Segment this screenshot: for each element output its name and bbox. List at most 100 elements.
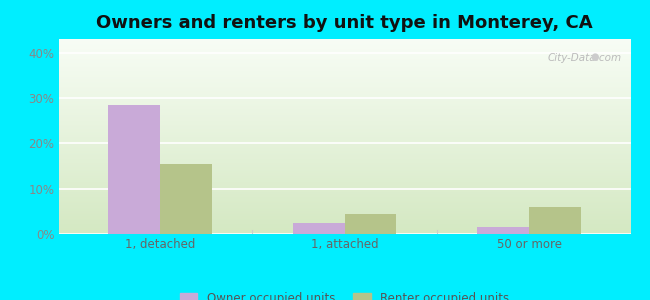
- Bar: [58, 68, 630, 69]
- Bar: [58, 44, 630, 45]
- Bar: [58, 223, 630, 224]
- Bar: [58, 148, 630, 149]
- Bar: [58, 219, 630, 220]
- Bar: [58, 81, 630, 82]
- Bar: [58, 147, 630, 148]
- Bar: [58, 163, 630, 164]
- Bar: [58, 220, 630, 221]
- Legend: Owner occupied units, Renter occupied units: Owner occupied units, Renter occupied un…: [175, 288, 514, 300]
- Bar: [58, 130, 630, 131]
- Bar: [58, 63, 630, 64]
- Bar: [58, 110, 630, 111]
- Bar: [58, 151, 630, 152]
- Bar: [344, 214, 396, 234]
- Bar: [58, 170, 630, 171]
- Bar: [58, 78, 630, 79]
- Bar: [58, 83, 630, 84]
- Bar: [58, 189, 630, 190]
- Bar: [58, 198, 630, 199]
- Bar: [58, 58, 630, 59]
- Bar: [58, 231, 630, 232]
- Bar: [58, 115, 630, 116]
- Bar: [58, 168, 630, 169]
- Bar: [58, 74, 630, 75]
- Bar: [58, 185, 630, 186]
- Bar: [58, 202, 630, 203]
- Bar: [58, 123, 630, 124]
- Bar: [58, 176, 630, 177]
- Bar: [58, 53, 630, 54]
- Bar: [58, 70, 630, 71]
- Bar: [58, 64, 630, 65]
- Bar: [58, 100, 630, 101]
- Bar: [58, 104, 630, 105]
- Bar: [58, 211, 630, 212]
- Bar: [160, 164, 212, 234]
- Bar: [58, 153, 630, 154]
- Bar: [293, 223, 345, 234]
- Bar: [58, 119, 630, 120]
- Bar: [58, 154, 630, 155]
- Bar: [58, 186, 630, 187]
- Bar: [58, 86, 630, 87]
- Bar: [58, 45, 630, 46]
- Bar: [58, 180, 630, 181]
- Bar: [58, 125, 630, 126]
- Bar: [58, 157, 630, 158]
- Bar: [58, 208, 630, 209]
- Bar: [477, 227, 529, 234]
- Bar: [58, 39, 630, 40]
- Bar: [58, 166, 630, 167]
- Bar: [58, 46, 630, 47]
- Bar: [58, 62, 630, 63]
- Bar: [58, 203, 630, 204]
- Bar: [58, 162, 630, 163]
- Bar: [58, 49, 630, 50]
- Bar: [58, 117, 630, 118]
- Bar: [58, 173, 630, 175]
- Bar: [58, 132, 630, 133]
- Bar: [58, 184, 630, 185]
- Bar: [58, 233, 630, 234]
- Bar: [58, 133, 630, 134]
- Bar: [58, 175, 630, 176]
- Bar: [58, 204, 630, 205]
- Bar: [58, 130, 630, 132]
- Bar: [58, 155, 630, 156]
- Bar: [58, 218, 630, 219]
- Bar: [58, 192, 630, 193]
- Bar: [58, 76, 630, 77]
- Bar: [58, 171, 630, 172]
- Bar: [58, 59, 630, 60]
- Bar: [58, 199, 630, 200]
- Bar: [58, 93, 630, 94]
- Bar: [58, 65, 630, 66]
- Bar: [58, 48, 630, 49]
- Bar: [58, 82, 630, 83]
- Bar: [58, 126, 630, 127]
- Bar: [58, 141, 630, 142]
- Bar: [58, 226, 630, 227]
- Bar: [58, 120, 630, 121]
- Bar: [58, 121, 630, 122]
- Bar: [58, 129, 630, 130]
- Bar: [58, 150, 630, 151]
- Text: ●: ●: [591, 52, 599, 62]
- Bar: [58, 54, 630, 55]
- Bar: [58, 66, 630, 67]
- Bar: [58, 200, 630, 201]
- Bar: [58, 87, 630, 88]
- Bar: [58, 95, 630, 97]
- Bar: [58, 181, 630, 182]
- Bar: [58, 224, 630, 225]
- Bar: [58, 135, 630, 136]
- Bar: [58, 43, 630, 44]
- Bar: [58, 232, 630, 233]
- Bar: [58, 212, 630, 214]
- Bar: [58, 149, 630, 150]
- Bar: [58, 161, 630, 162]
- Bar: [58, 229, 630, 230]
- Bar: [58, 128, 630, 129]
- Bar: [58, 144, 630, 145]
- Bar: [58, 183, 630, 184]
